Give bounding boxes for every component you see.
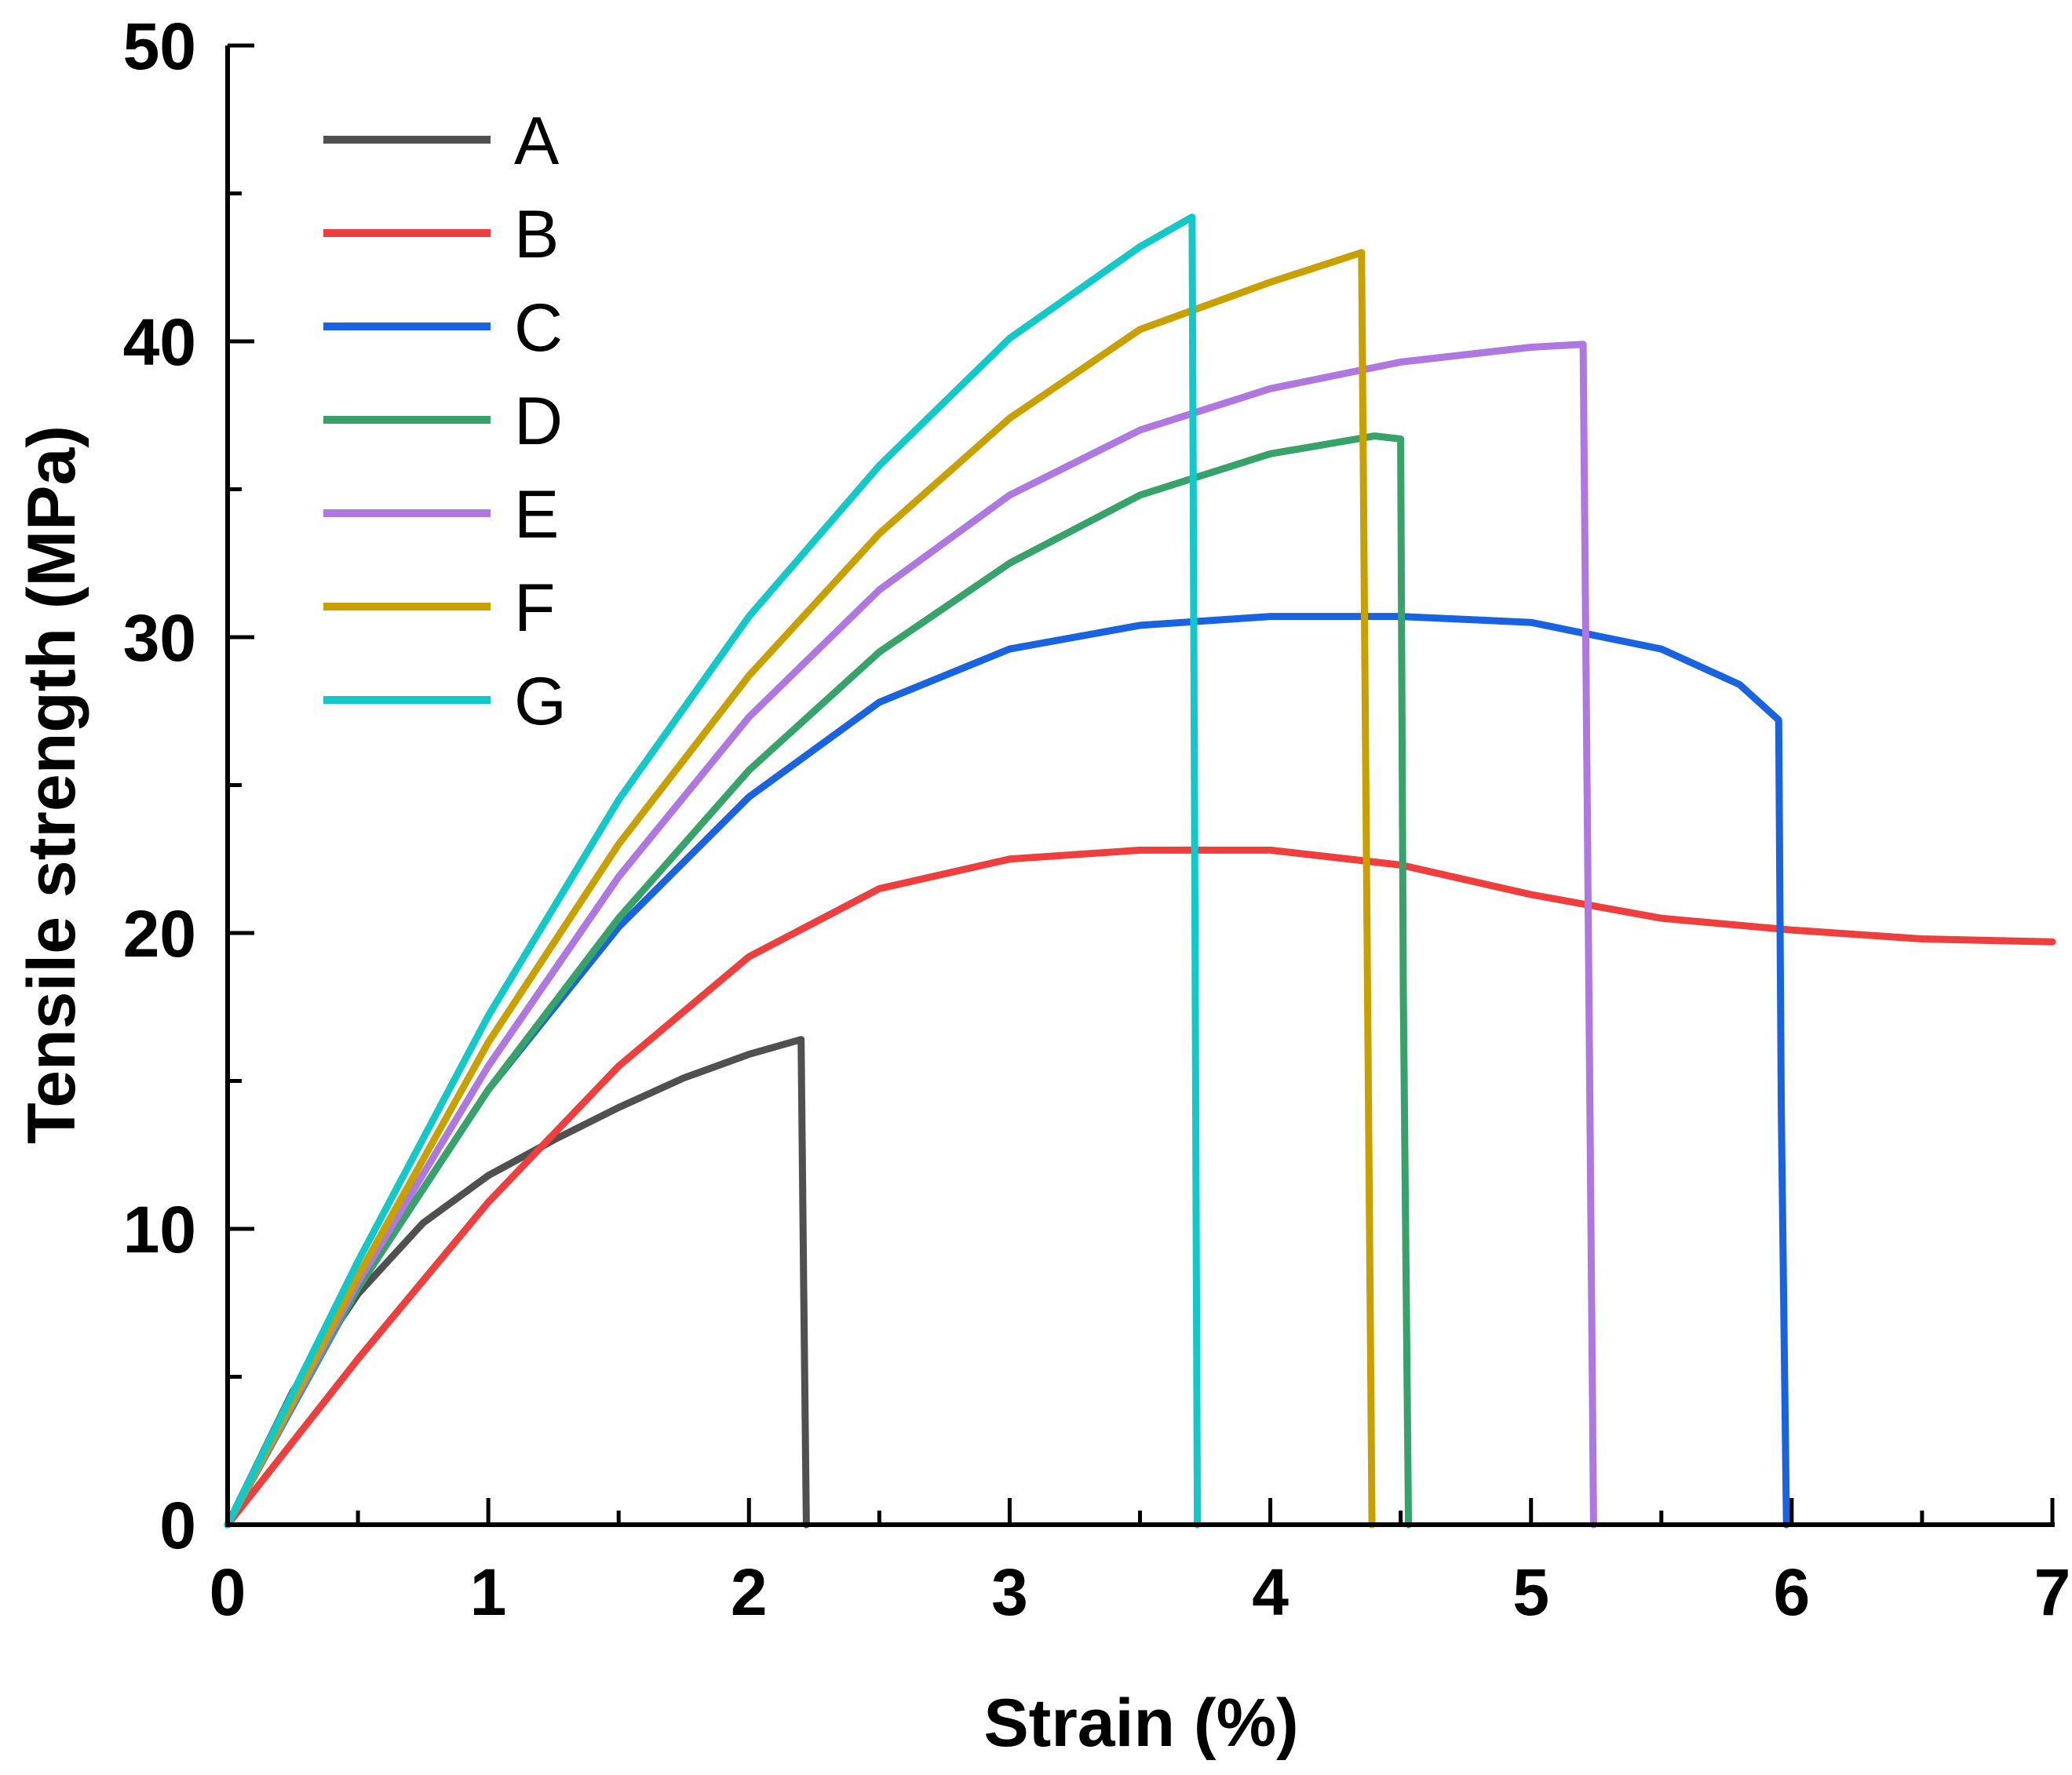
series-line-A — [224, 1036, 810, 1529]
legend-label-F: F — [514, 570, 556, 646]
x-tick-label: 5 — [1512, 1555, 1549, 1629]
series-line-E — [224, 341, 1597, 1529]
series-line-B — [224, 846, 2056, 1529]
legend-label-A: A — [514, 104, 560, 179]
series-lines — [224, 213, 2056, 1529]
x-tick-label: 4 — [1252, 1555, 1289, 1629]
legend-label-E: E — [514, 477, 559, 552]
y-tick-label: 20 — [123, 897, 196, 971]
y-axis-title: Tensile strength (MPa) — [14, 425, 89, 1144]
series-line-F — [224, 249, 1376, 1529]
legend-label-C: C — [514, 290, 563, 366]
x-tick-label: 3 — [991, 1555, 1028, 1629]
x-tick-label: 2 — [731, 1555, 768, 1629]
axis-tick-labels: 0 1 2 3 4 5 6 7 0 10 20 30 40 50 — [123, 9, 2071, 1629]
y-tick-label: 40 — [123, 305, 196, 379]
axis-ticks — [225, 43, 2055, 1527]
y-tick-label: 10 — [123, 1193, 196, 1267]
x-tick-label: 0 — [210, 1555, 246, 1629]
legend-label-B: B — [514, 197, 559, 272]
legend-label-D: D — [514, 384, 563, 459]
y-tick-label: 30 — [123, 601, 196, 675]
x-tick-label: 1 — [470, 1555, 507, 1629]
x-axis-title: Strain (%) — [983, 1686, 1298, 1761]
series-line-G — [224, 213, 1202, 1529]
x-tick-label: 6 — [1773, 1555, 1810, 1629]
legend-label-G: G — [514, 664, 567, 739]
series-line-D — [224, 432, 1413, 1529]
x-tick-label: 7 — [2034, 1555, 2071, 1629]
y-tick-label: 50 — [123, 9, 196, 83]
y-tick-label: 0 — [159, 1489, 196, 1562]
